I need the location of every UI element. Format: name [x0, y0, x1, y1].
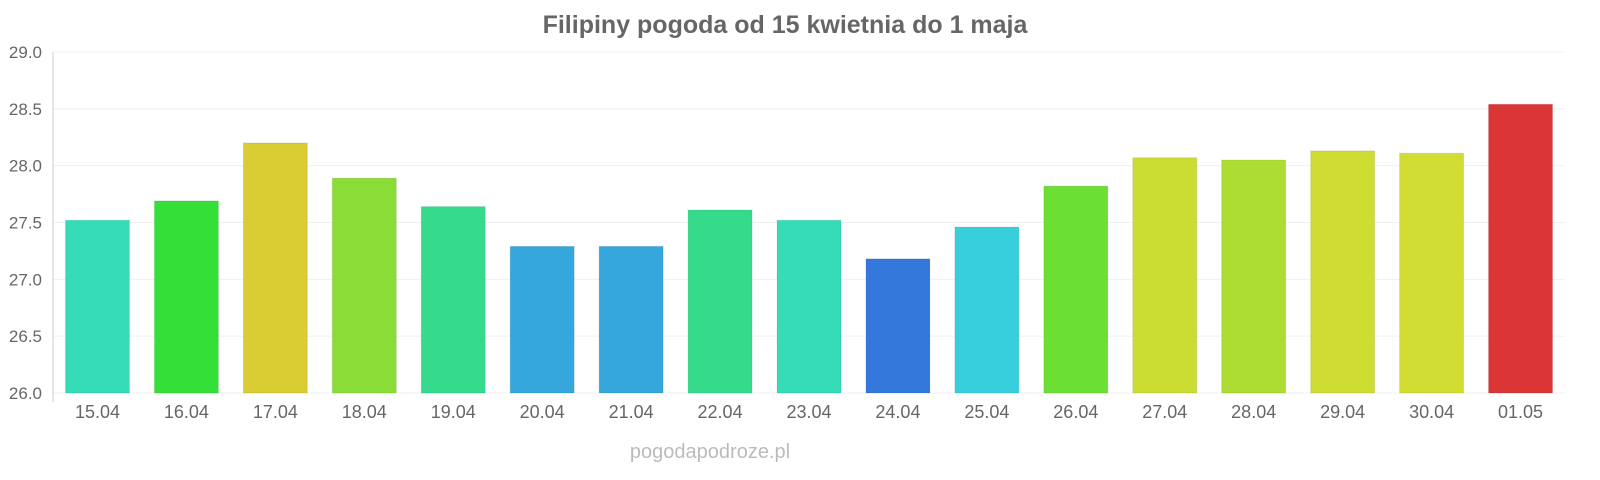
watermark: pogodapodroze.pl — [630, 441, 790, 463]
y-tick-label: 27.0 — [9, 270, 42, 289]
x-tick-label: 17.04 — [253, 402, 298, 422]
x-tick-label: 22.04 — [698, 402, 743, 422]
bar-21.04 — [598, 245, 664, 394]
chart-title: Filipiny pogoda od 15 kwietnia do 1 maja — [543, 11, 1029, 39]
x-tick-label: 30.04 — [1409, 402, 1454, 422]
x-tick-label: 25.04 — [964, 402, 1009, 422]
y-tick-label: 29.0 — [9, 43, 42, 62]
bar-24.04 — [865, 258, 931, 394]
y-tick-label: 28.5 — [9, 100, 42, 119]
bar-27.04 — [1132, 157, 1198, 394]
y-tick-label: 28.0 — [9, 157, 42, 176]
bar-26.04 — [1043, 185, 1109, 394]
x-tick-label: 19.04 — [431, 402, 476, 422]
bar-15.04 — [64, 219, 130, 394]
x-tick-label: 24.04 — [875, 402, 920, 422]
bar-23.04 — [776, 219, 842, 394]
x-tick-label: 01.05 — [1498, 402, 1543, 422]
x-tick-label: 29.04 — [1320, 402, 1365, 422]
bar-16.04 — [153, 200, 219, 394]
x-tick-label: 15.04 — [75, 402, 120, 422]
x-tick-label: 16.04 — [164, 402, 209, 422]
bar-19.04 — [420, 206, 486, 394]
bar-28.04 — [1221, 159, 1287, 394]
bar-30.04 — [1399, 152, 1465, 394]
x-tick-label: 28.04 — [1231, 402, 1276, 422]
bar-25.04 — [954, 226, 1020, 394]
x-tick-label: 26.04 — [1053, 402, 1098, 422]
y-tick-label: 26.5 — [9, 327, 42, 346]
y-tick-label: 27.5 — [9, 214, 42, 233]
x-tick-label: 20.04 — [520, 402, 565, 422]
x-tick-label: 23.04 — [786, 402, 831, 422]
bar-20.04 — [509, 245, 575, 394]
bar-18.04 — [331, 177, 397, 394]
x-tick-label: 27.04 — [1142, 402, 1187, 422]
bar-29.04 — [1310, 150, 1376, 394]
bar-17.04 — [242, 142, 308, 394]
bar-01.05 — [1488, 103, 1554, 394]
bar-22.04 — [687, 209, 753, 394]
y-tick-label: 26.0 — [9, 384, 42, 403]
x-tick-label: 18.04 — [342, 402, 387, 422]
x-tick-label: 21.04 — [609, 402, 654, 422]
